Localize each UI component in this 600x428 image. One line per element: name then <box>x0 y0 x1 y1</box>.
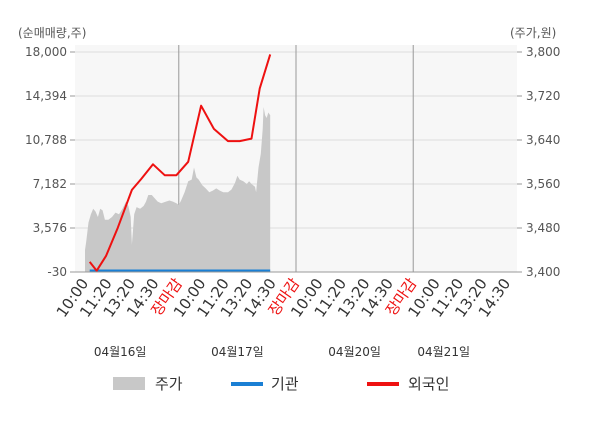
left-tick-label: 7,182 <box>33 177 67 191</box>
legend-label-institution: 기관 <box>271 375 299 393</box>
right-tick-label: 3,640 <box>526 133 560 147</box>
left-tick-label: 18,000 <box>25 45 67 59</box>
legend-swatch-price <box>113 377 145 390</box>
day-labels: 04월16일 04월17일 04월20일 04월21일 <box>94 345 470 359</box>
left-tick-label: 14,394 <box>25 89 67 103</box>
right-tick-label: 3,480 <box>526 221 560 235</box>
left-tick-label: 10,788 <box>25 133 67 147</box>
left-axis-unit-label: (순매매량,주) <box>18 26 86 40</box>
legend-label-price: 주가 <box>155 375 183 393</box>
left-tick-label: 3,576 <box>33 221 67 235</box>
left-tick-label: -30 <box>47 265 67 279</box>
day-label: 04월21일 <box>417 345 470 359</box>
day-label: 04월16일 <box>94 345 147 359</box>
price-area-series <box>85 107 271 272</box>
right-tick-label: 3,560 <box>526 177 560 191</box>
right-axis-unit-label: (주가,원) <box>510 26 556 40</box>
legend-swatch-institution <box>231 382 263 386</box>
right-axis-ticks: 3,800 3,720 3,640 3,560 3,480 3,400 <box>517 45 560 279</box>
legend-swatch-foreign <box>367 382 399 386</box>
legend: 주가 기관 외국인 <box>113 375 449 393</box>
right-tick-label: 3,400 <box>526 265 560 279</box>
day-label: 04월17일 <box>211 345 264 359</box>
x-axis-ticks: 10:0011:2013:2014:30장마감10:0011:2013:2014… <box>53 275 515 321</box>
right-tick-label: 3,800 <box>526 45 560 59</box>
legend-label-foreign: 외국인 <box>408 375 449 393</box>
left-axis-ticks: 18,000 14,394 10,788 7,182 3,576 -30 <box>25 45 75 279</box>
foreign-series-line <box>88 54 272 272</box>
right-tick-label: 3,720 <box>526 89 560 103</box>
day-label: 04월20일 <box>328 345 381 359</box>
